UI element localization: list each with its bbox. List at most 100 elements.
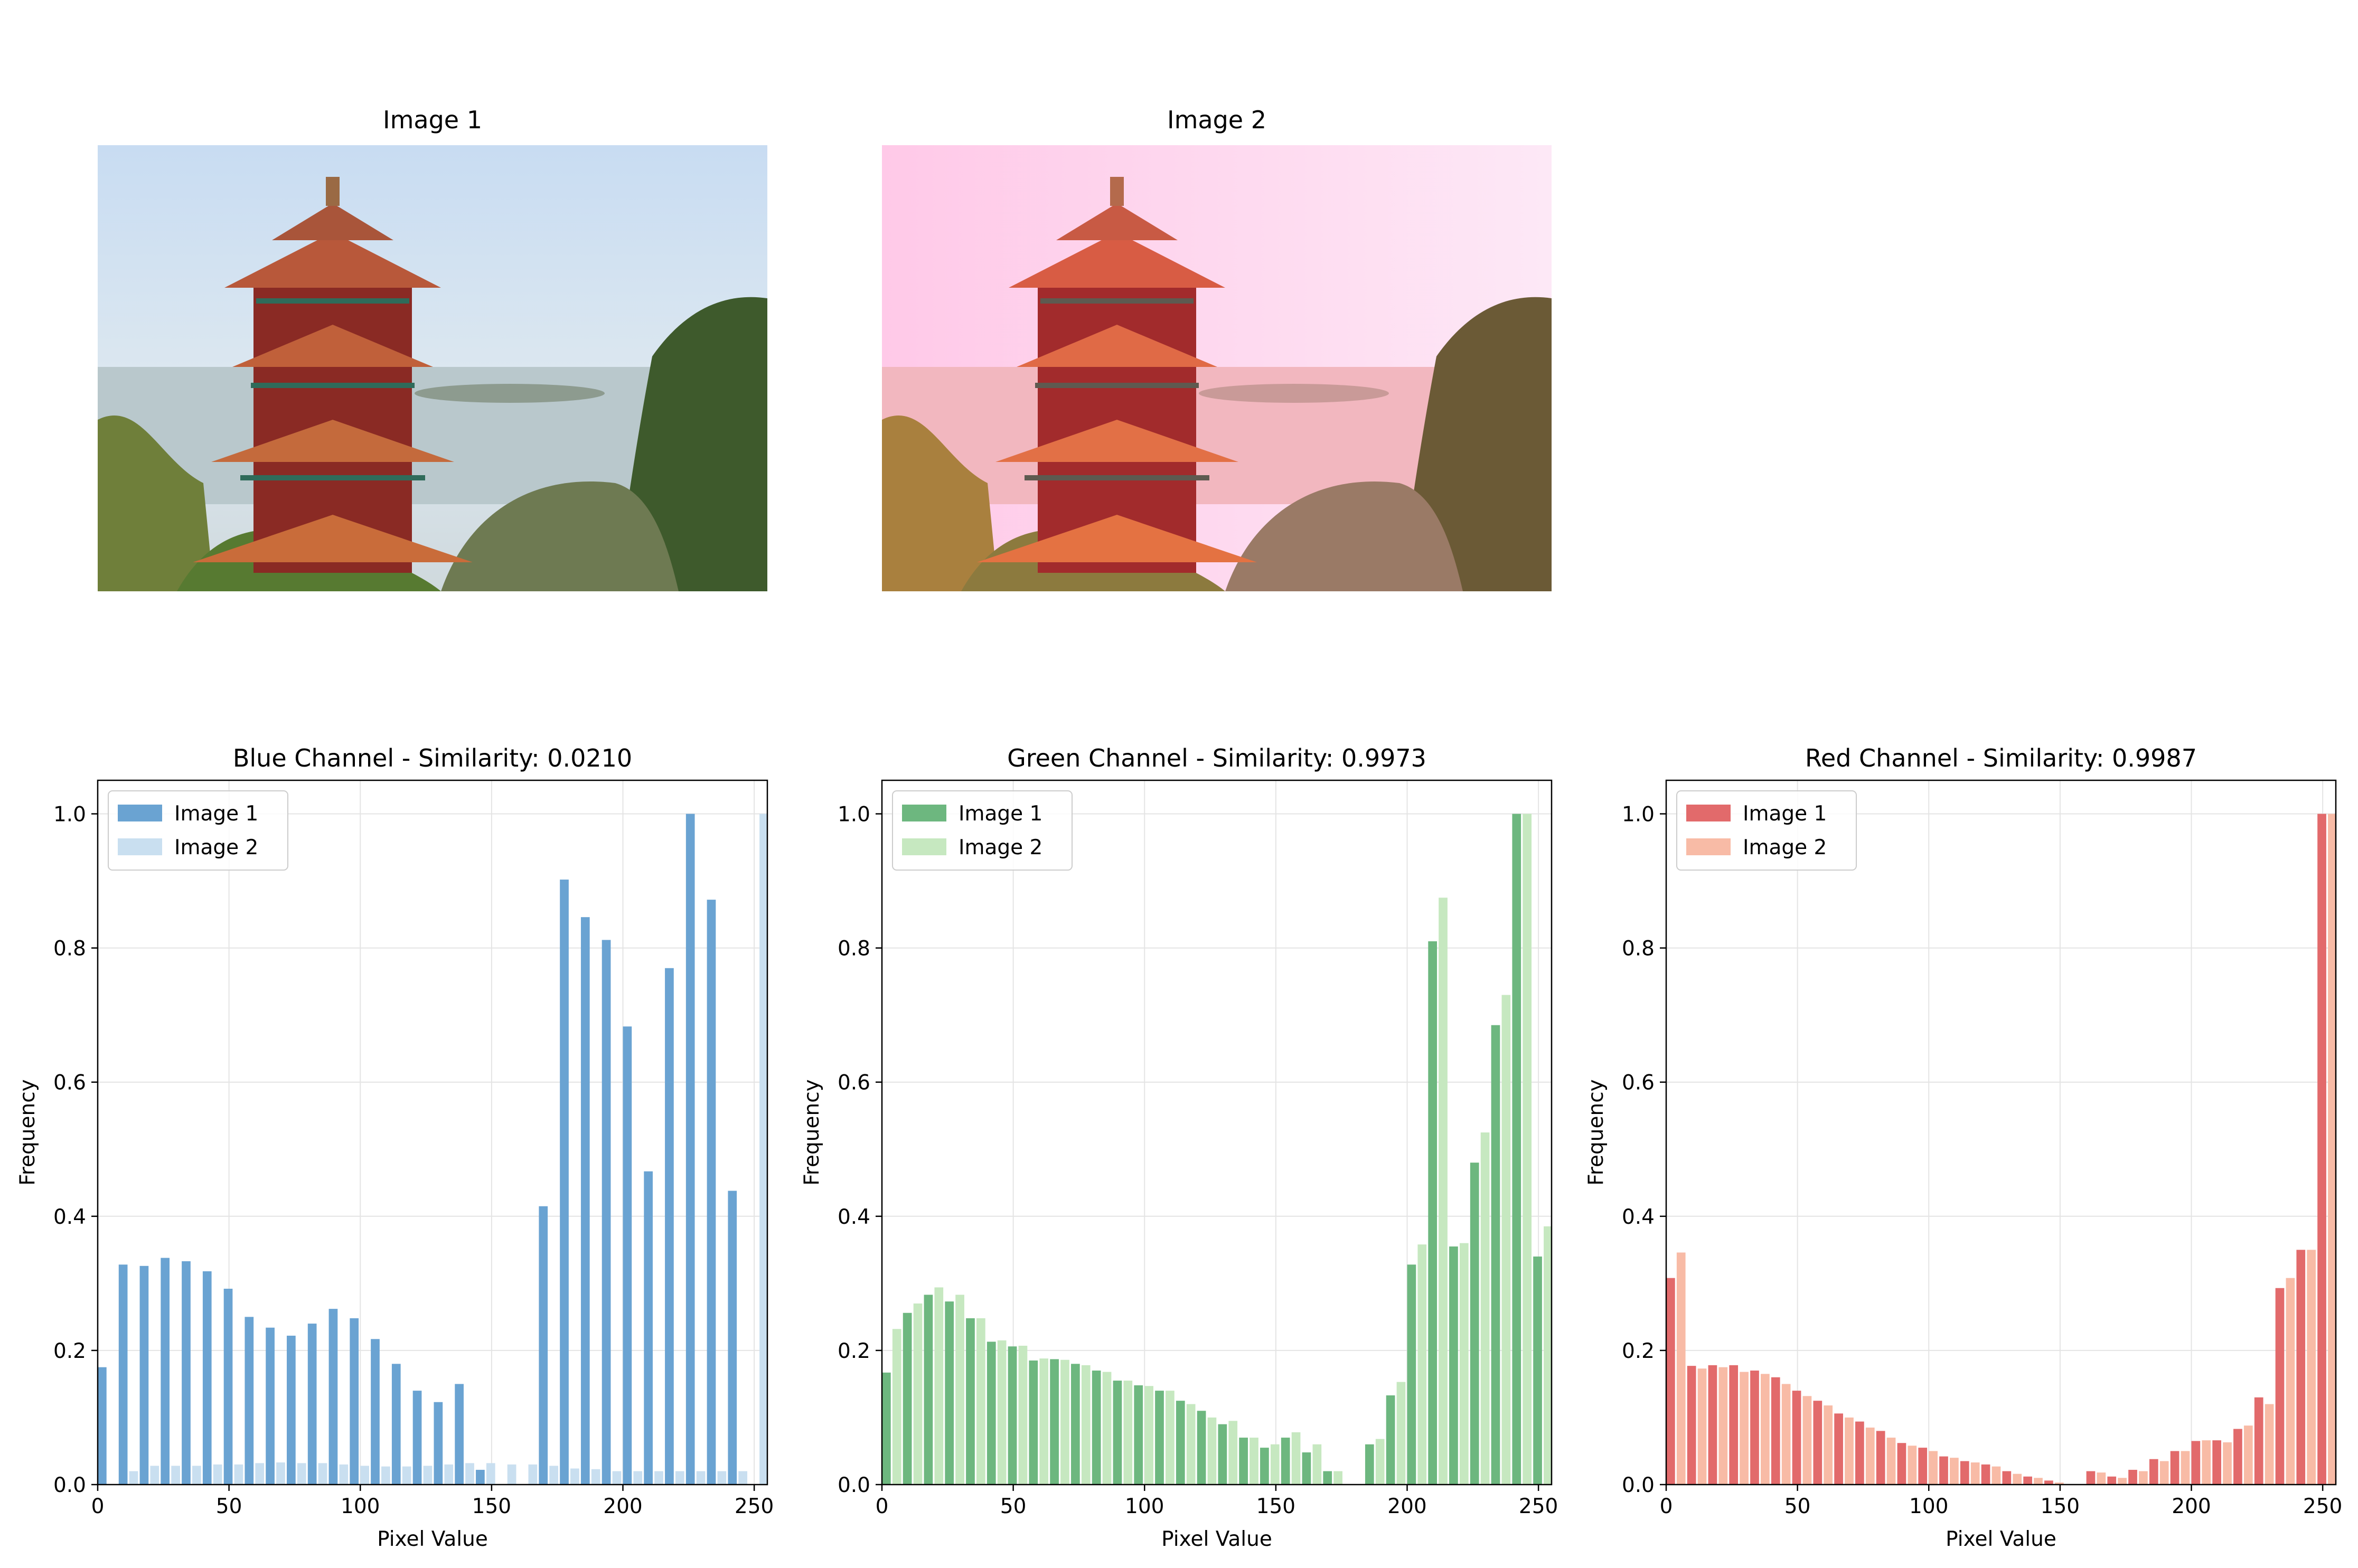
- x-tick-label: 200: [603, 1495, 642, 1518]
- bar-image-1: [580, 917, 590, 1485]
- bar-image-2: [1228, 1421, 1238, 1485]
- bar-image-1: [2170, 1451, 2179, 1485]
- bar-image-2: [1865, 1428, 1875, 1485]
- bar-image-1: [1197, 1411, 1206, 1485]
- bar-image-1: [391, 1364, 401, 1485]
- bar-image-2: [2286, 1278, 2295, 1485]
- x-tick-label: 150: [1256, 1495, 1295, 1518]
- bar-image-1: [1323, 1471, 1332, 1485]
- bar-image-1: [1386, 1395, 1395, 1485]
- bar-image-2: [1802, 1396, 1812, 1485]
- legend-swatch: [902, 838, 946, 855]
- bar-image-1: [1134, 1385, 1143, 1485]
- y-axis-label: Frequency: [1584, 1079, 1608, 1185]
- bar-image-2: [1375, 1439, 1385, 1485]
- y-axis-label: Frequency: [16, 1079, 40, 1185]
- bar-image-1: [307, 1324, 317, 1485]
- bar-image-1: [1666, 1278, 1675, 1485]
- bar-image-2: [2328, 814, 2336, 1485]
- y-tick-label: 0.0: [53, 1473, 86, 1497]
- y-tick-label: 0.4: [838, 1205, 870, 1229]
- bar-image-2: [1970, 1462, 1980, 1485]
- bar-image-2: [612, 1471, 622, 1485]
- x-tick-label: 250: [735, 1495, 774, 1518]
- bar-image-2: [2202, 1440, 2211, 1485]
- bar-image-2: [997, 1340, 1007, 1485]
- bar-image-2: [675, 1471, 684, 1485]
- bar-image-1: [1918, 1448, 1928, 1485]
- bar-image-1: [1960, 1461, 1969, 1485]
- legend-swatch: [118, 838, 162, 855]
- plot-frame: [1665, 779, 2337, 1486]
- legend-label: Image 1: [959, 802, 1042, 826]
- bar-image-2: [1439, 898, 1448, 1485]
- legend-label: Image 1: [174, 802, 258, 826]
- bar-image-2: [2243, 1425, 2253, 1485]
- bar-image-2: [1908, 1446, 1917, 1485]
- bar-image-2: [528, 1464, 538, 1485]
- bar-image-2: [2118, 1478, 2127, 1485]
- x-tick-label: 150: [472, 1495, 511, 1518]
- bar-image-2: [633, 1471, 643, 1485]
- legend-label: Image 2: [959, 836, 1042, 859]
- bar-image-2: [1740, 1372, 1749, 1485]
- bar-image-1: [2191, 1441, 2201, 1485]
- bar-image-1: [1428, 941, 1437, 1485]
- bar-image-2: [717, 1471, 727, 1485]
- bar-image-1: [2254, 1397, 2263, 1485]
- legend-label: Image 2: [174, 836, 258, 859]
- bar-image-2: [1459, 1243, 1469, 1485]
- bar-image-1: [1491, 1025, 1500, 1485]
- bar-image-1: [1113, 1381, 1122, 1485]
- bar-image-2: [2307, 1250, 2316, 1485]
- y-tick-label: 0.2: [1622, 1339, 1655, 1363]
- bar-image-2: [213, 1464, 222, 1485]
- x-tick-label: 0: [91, 1495, 105, 1518]
- bar-image-2: [1270, 1444, 1280, 1485]
- y-tick-label: 0.8: [53, 937, 86, 961]
- y-tick-label: 0.4: [1622, 1205, 1655, 1229]
- bar-image-1: [476, 1470, 485, 1485]
- bar-image-2: [1501, 995, 1511, 1485]
- bar-image-2: [654, 1471, 663, 1485]
- bar-image-2: [381, 1466, 390, 1485]
- bar-image-2: [192, 1466, 201, 1485]
- image-1-photo: [98, 145, 767, 591]
- legend-label: Image 1: [1743, 802, 1827, 826]
- bar-image-1: [602, 940, 611, 1485]
- bar-image-1: [1533, 1257, 1542, 1485]
- bar-image-1: [707, 900, 716, 1485]
- bar-image-2: [1166, 1391, 1175, 1485]
- bar-image-2: [570, 1468, 579, 1485]
- bar-image-1: [118, 1264, 128, 1485]
- bar-image-2: [129, 1471, 138, 1485]
- bar-image-1: [1407, 1264, 1416, 1485]
- bar-image-2: [1929, 1451, 1938, 1485]
- bar-image-2: [1207, 1417, 1217, 1485]
- bar-image-1: [245, 1317, 254, 1485]
- bar-image-2: [1186, 1404, 1196, 1485]
- bar-image-2: [2097, 1472, 2106, 1485]
- bar-image-2: [1544, 1226, 1552, 1485]
- bar-image-1: [1176, 1401, 1185, 1485]
- bar-image-2: [913, 1303, 923, 1485]
- bar-image-2: [1018, 1346, 1028, 1485]
- y-tick-label: 0.0: [838, 1473, 870, 1497]
- y-tick-label: 1.0: [1622, 803, 1655, 827]
- y-tick-label: 0.4: [53, 1205, 86, 1229]
- bar-image-1: [1792, 1391, 1801, 1485]
- bar-image-1: [1281, 1438, 1290, 1485]
- bar-image-1: [623, 1026, 632, 1485]
- x-tick-label: 50: [216, 1495, 242, 1518]
- bar-image-2: [1396, 1382, 1406, 1485]
- y-tick-label: 1.0: [838, 803, 870, 827]
- bar-image-1: [2044, 1480, 2053, 1485]
- legend-swatch: [1686, 805, 1731, 821]
- bar-image-1: [434, 1402, 443, 1485]
- bar-image-2: [1102, 1372, 1112, 1485]
- bar-image-2: [1312, 1444, 1322, 1485]
- bar-image-2: [934, 1287, 944, 1485]
- x-tick-label: 0: [876, 1495, 889, 1518]
- bar-image-1: [1050, 1359, 1059, 1485]
